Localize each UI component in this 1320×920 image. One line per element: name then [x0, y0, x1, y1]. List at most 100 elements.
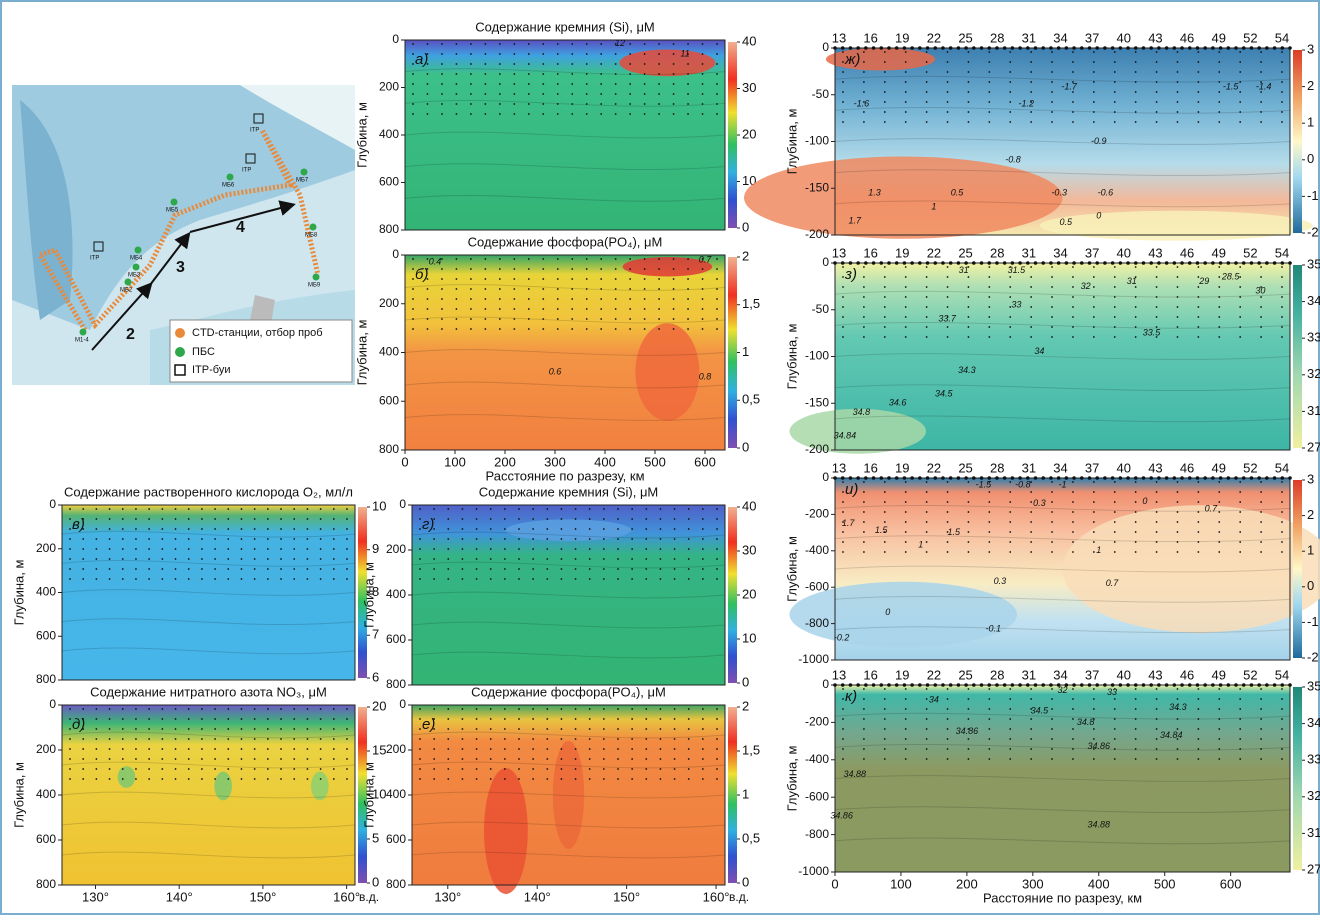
sample-dot — [1218, 111, 1220, 113]
sample-dot — [546, 778, 548, 780]
sample-dot — [528, 318, 530, 320]
station-dot — [1111, 46, 1115, 50]
station-dot — [1003, 261, 1007, 265]
sample-dot — [1281, 481, 1283, 483]
sample-dot — [1072, 531, 1074, 533]
x-unit: в.д. — [729, 890, 749, 904]
sample-dot — [615, 63, 617, 65]
station-dot — [926, 261, 930, 265]
sample-dot — [513, 73, 515, 75]
sample-dot — [1135, 336, 1137, 338]
sample-dot — [504, 718, 506, 720]
station-dot — [1234, 46, 1238, 50]
sample-dot — [589, 758, 591, 760]
station-tick-label: 43 — [1148, 667, 1162, 682]
sample-dot — [1197, 336, 1199, 338]
panel-label: з) — [844, 266, 857, 283]
sample-dot — [412, 113, 414, 115]
sample-dot — [557, 268, 559, 270]
sample-dot — [504, 578, 506, 580]
sample-dot — [1051, 708, 1053, 710]
station-dot — [926, 476, 930, 480]
station-dot — [1157, 476, 1161, 480]
sample-dot — [926, 481, 928, 483]
colorbar-tick-label: 0 — [742, 439, 749, 454]
sample-dot — [1009, 698, 1011, 700]
sample-dot — [673, 328, 675, 330]
sample-dot — [161, 778, 163, 780]
sample-dot — [1260, 111, 1262, 113]
panel-label: б) — [415, 266, 428, 283]
sample-dot — [688, 548, 690, 550]
panel-label: и) — [845, 481, 858, 498]
sample-dot — [645, 558, 647, 560]
sample-dot — [346, 768, 348, 770]
sample-dot — [1093, 91, 1095, 93]
sample-dot — [905, 316, 907, 318]
station-dot — [1103, 46, 1107, 50]
station-marker — [171, 199, 178, 206]
sample-dot — [254, 528, 256, 530]
sample-dot — [905, 718, 907, 720]
sample-dot — [905, 481, 907, 483]
station-dot — [1065, 476, 1069, 480]
sample-dot — [586, 103, 588, 105]
sample-dot — [280, 538, 282, 540]
sample-dot — [1281, 491, 1283, 493]
sample-dot — [660, 768, 662, 770]
sample-dot — [135, 748, 137, 750]
sample-dot — [1239, 101, 1241, 103]
station-dot — [1134, 261, 1138, 265]
y-tick-label: 0 — [822, 255, 829, 269]
sample-dot — [462, 728, 464, 730]
y-tick-label: 400 — [386, 587, 406, 601]
station-dot — [1080, 476, 1084, 480]
sample-dot — [462, 528, 464, 530]
station-dot — [1041, 46, 1045, 50]
sample-dot — [863, 758, 865, 760]
sample-dot — [419, 528, 421, 530]
sample-dot — [863, 286, 865, 288]
sample-dot — [1030, 296, 1032, 298]
sample-dot — [884, 521, 886, 523]
sample-dot — [148, 568, 150, 570]
sample-dot — [135, 508, 137, 510]
station-dot — [987, 46, 991, 50]
station-dot — [995, 261, 999, 265]
station-tick-label: 25 — [958, 667, 972, 682]
x-tick-label: 200 — [956, 876, 978, 891]
sample-dot — [926, 121, 928, 123]
sample-dot — [95, 758, 97, 760]
station-tick-label: 49 — [1211, 30, 1225, 45]
sample-dot — [241, 728, 243, 730]
station-dot — [864, 46, 868, 50]
station-dot — [941, 683, 945, 687]
sample-dot — [658, 103, 660, 105]
sample-dot — [1093, 531, 1095, 533]
y-tick-label: -100 — [805, 349, 829, 363]
sample-dot — [1093, 698, 1095, 700]
contour-label: -1.2 — [1018, 98, 1034, 108]
sample-dot — [1030, 698, 1032, 700]
sample-dot — [320, 768, 322, 770]
colorbar-tick-label: -2 — [1307, 224, 1319, 239]
sample-dot — [988, 286, 990, 288]
sample-dot — [175, 748, 177, 750]
sample-dot — [1135, 81, 1137, 83]
sample-dot — [1218, 316, 1220, 318]
sample-dot — [842, 748, 844, 750]
station-dot — [995, 683, 999, 687]
sample-dot — [201, 578, 203, 580]
sample-dot — [1197, 511, 1199, 513]
sample-dot — [227, 708, 229, 710]
sample-dot — [148, 738, 150, 740]
station-dot — [1188, 261, 1192, 265]
sample-dot — [188, 708, 190, 710]
colorbar-tick-label: 0 — [1307, 151, 1314, 166]
sample-dot — [1156, 81, 1158, 83]
sample-dot — [863, 296, 865, 298]
sample-dot — [1197, 326, 1199, 328]
sample-dot — [1197, 748, 1199, 750]
sample-dot — [716, 778, 718, 780]
sample-dot — [589, 508, 591, 510]
